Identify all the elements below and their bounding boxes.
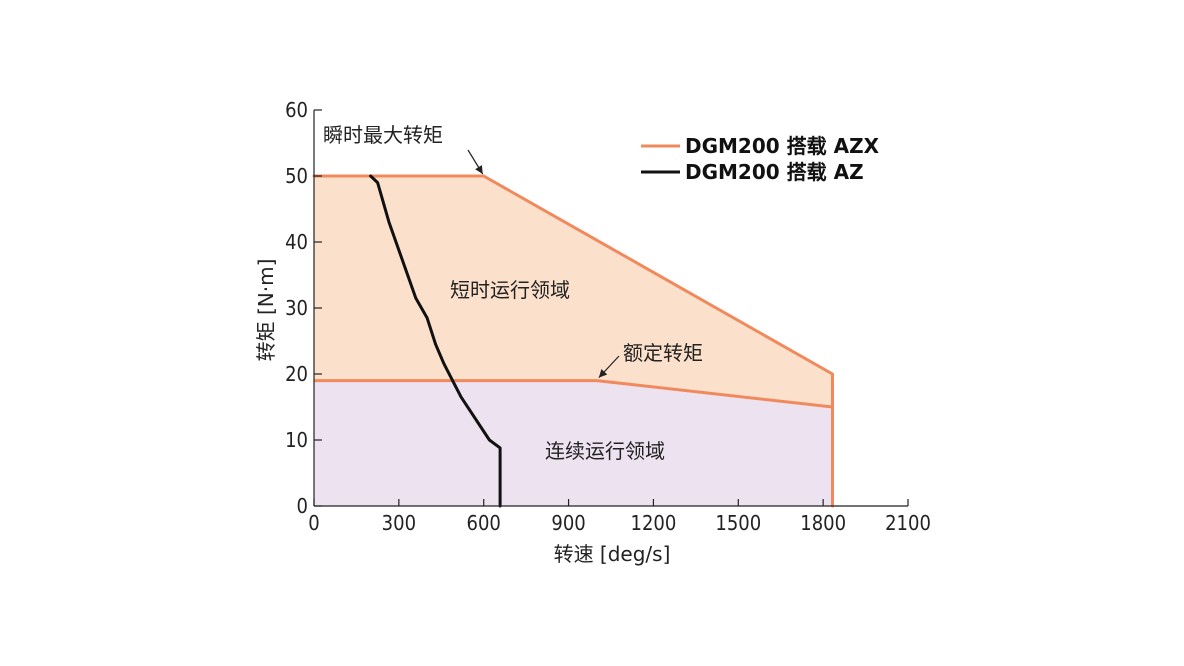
lines-layer: [312, 174, 834, 508]
region-label-short-term: 短时运行领域: [450, 278, 570, 302]
y-tick-label: 20: [285, 362, 308, 386]
x-tick-label: 1500: [715, 511, 761, 535]
y-tick-label: 10: [285, 428, 308, 452]
y-tick-label: 40: [285, 230, 308, 254]
x-tick-label: 1800: [800, 511, 846, 535]
annotation-arrow-rated-head: [598, 369, 608, 378]
y-axis-title: 转矩 [N·m]: [254, 259, 278, 362]
region-label-continuous: 连续运行领域: [545, 439, 665, 463]
continuous-region: [314, 380, 833, 506]
x-axis-title: 转速 [deg/s]: [554, 542, 671, 566]
short-term-region: [314, 176, 833, 407]
y-tick-label: 30: [285, 296, 308, 320]
axes-layer: [313, 109, 909, 507]
x-tick-label: 2100: [885, 511, 931, 535]
x-tick-label: 1200: [631, 511, 677, 535]
x-tick-label: 600: [467, 511, 501, 535]
labels-layer: 0 300 600 900 1200 1500 1800 2100 0 10 20 30 40 50 60: [285, 98, 931, 535]
series-line-az: [369, 174, 502, 508]
series-line-azx: [312, 174, 834, 508]
y-tick-label: 60: [285, 98, 308, 122]
x-tick-label: 0: [308, 511, 319, 535]
annotation-arrow-peak-head: [475, 165, 483, 174]
x-tick-label: 300: [382, 511, 416, 535]
y-tick-label: 50: [285, 164, 308, 188]
x-tick-label: 900: [551, 511, 585, 535]
y-tick-label: 0: [297, 494, 308, 518]
annotation-rated-torque: 额定转矩: [623, 341, 703, 365]
legend-label-az: DGM200 搭载 AZ: [685, 160, 864, 184]
annotation-peak-torque: 瞬时最大转矩: [323, 123, 443, 147]
legend-label-azx: DGM200 搭载 AZX: [685, 134, 880, 158]
legend: DGM200 搭载 AZX DGM200 搭载 AZ: [641, 134, 880, 184]
regions-layer: [314, 176, 833, 506]
